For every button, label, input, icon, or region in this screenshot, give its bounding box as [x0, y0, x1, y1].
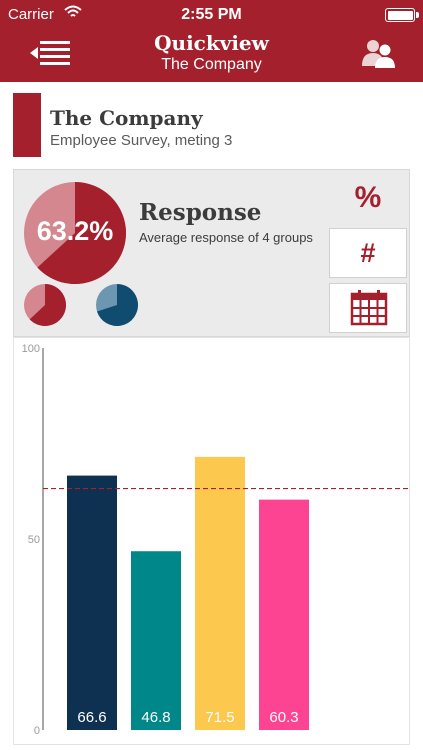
response-description: Average response of 4 groups	[139, 230, 313, 245]
bar-chart-canvas: 100 50 0 66.6 46.8 71.5 60.3	[22, 343, 411, 737]
bar-value-label: 46.8	[141, 709, 170, 726]
group-pie-blue[interactable]	[96, 284, 138, 326]
bar-3	[259, 499, 309, 730]
y-tick-label: 50	[28, 534, 40, 546]
bar-0	[67, 475, 117, 730]
app-header: Carrier 2:55 PM Quickview The Company	[0, 0, 423, 82]
y-tick-label: 100	[22, 343, 40, 355]
menu-back-icon[interactable]	[30, 38, 72, 68]
nav-title: Quickview The Company	[0, 32, 423, 76]
people-icon[interactable]	[360, 38, 398, 68]
bar-value-label: 60.3	[269, 709, 298, 726]
response-pie	[24, 182, 126, 284]
response-title: Response	[139, 199, 262, 226]
carrier-label: Carrier	[8, 6, 54, 23]
page-subtitle: The Company	[161, 56, 262, 73]
response-panel: 63.2% Response Average response of 4 gro…	[13, 169, 410, 337]
count-button[interactable]: #	[329, 228, 407, 278]
page-title: Quickview	[154, 31, 269, 55]
company-subtitle: Employee Survey, meting 3	[50, 132, 233, 149]
response-bar-chart: 100 50 0 66.6 46.8 71.5 60.3	[13, 337, 411, 745]
clock-label: 2:55 PM	[181, 6, 242, 23]
wifi-icon	[64, 4, 82, 24]
bar-value-label: 71.5	[205, 709, 234, 726]
group-pie-0-value-slice	[29, 284, 66, 326]
calendar-button[interactable]	[329, 283, 407, 333]
percent-button[interactable]: %	[354, 181, 382, 214]
battery-icon	[385, 8, 419, 22]
bar-2	[195, 456, 245, 730]
calendar-icon	[350, 290, 388, 326]
response-percent: 63.2%	[36, 216, 114, 246]
y-tick-label: 0	[34, 725, 40, 737]
group-pie-red[interactable]	[24, 284, 66, 326]
bar-value-label: 66.6	[77, 709, 106, 726]
company-accent-bar	[13, 93, 41, 157]
bar-1	[131, 551, 181, 730]
company-title: The Company	[50, 106, 203, 130]
response-pie-value-slice	[37, 182, 126, 284]
status-bar: Carrier 2:55 PM	[0, 0, 423, 30]
group-pie-1-value-slice	[97, 284, 138, 326]
